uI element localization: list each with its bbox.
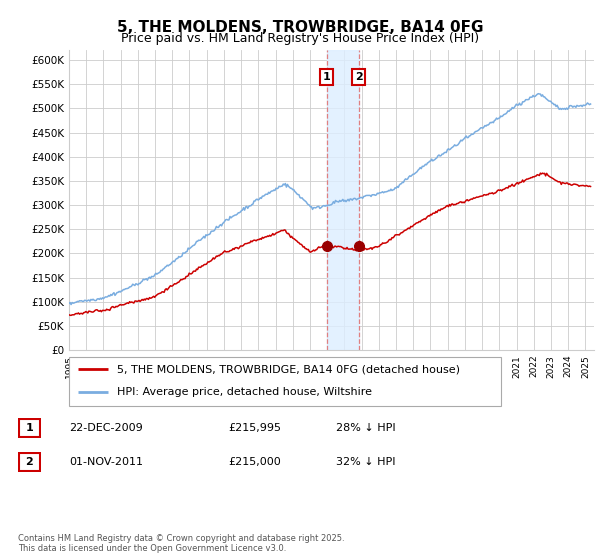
Text: 01-NOV-2011: 01-NOV-2011 [69, 457, 143, 467]
FancyBboxPatch shape [19, 419, 40, 437]
Text: 22-DEC-2009: 22-DEC-2009 [69, 423, 143, 433]
Text: 32% ↓ HPI: 32% ↓ HPI [336, 457, 395, 467]
Text: 1: 1 [323, 72, 331, 82]
Text: £215,000: £215,000 [228, 457, 281, 467]
Bar [326, 50, 359, 350]
Text: 2: 2 [355, 72, 362, 82]
FancyBboxPatch shape [19, 453, 40, 471]
Text: 5, THE MOLDENS, TROWBRIDGE, BA14 0FG (detached house): 5, THE MOLDENS, TROWBRIDGE, BA14 0FG (de… [116, 364, 460, 374]
Text: HPI: Average price, detached house, Wiltshire: HPI: Average price, detached house, Wilt… [116, 387, 371, 397]
Text: £215,995: £215,995 [228, 423, 281, 433]
Text: 1: 1 [26, 423, 33, 433]
FancyBboxPatch shape [69, 357, 501, 406]
Text: 2: 2 [26, 457, 33, 467]
Text: 5, THE MOLDENS, TROWBRIDGE, BA14 0FG: 5, THE MOLDENS, TROWBRIDGE, BA14 0FG [117, 20, 483, 35]
Text: Contains HM Land Registry data © Crown copyright and database right 2025.
This d: Contains HM Land Registry data © Crown c… [18, 534, 344, 553]
Text: Price paid vs. HM Land Registry's House Price Index (HPI): Price paid vs. HM Land Registry's House … [121, 32, 479, 45]
Text: 28% ↓ HPI: 28% ↓ HPI [336, 423, 395, 433]
